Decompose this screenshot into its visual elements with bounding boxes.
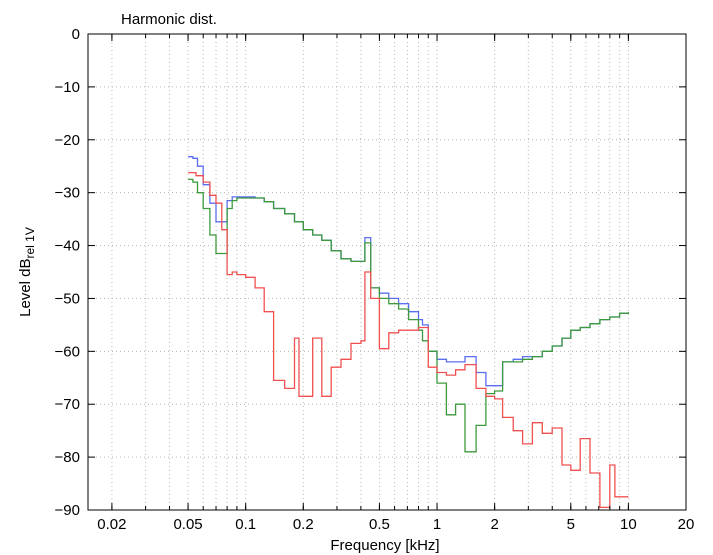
grid: [88, 34, 686, 510]
y-axis-label-main: Level dB: [17, 258, 34, 316]
y-tick-label: −20: [55, 132, 80, 149]
y-tick-label: −40: [55, 238, 80, 255]
x-tick-label: 2: [490, 516, 498, 533]
y-tick-label: −60: [55, 343, 80, 360]
y-tick-label: −90: [55, 502, 80, 519]
x-tick-label: 5: [567, 516, 575, 533]
y-tick-label: −50: [55, 290, 80, 307]
series-line-3: [188, 171, 629, 509]
x-tick-label: 0.2: [293, 516, 314, 533]
x-tick-label: 20: [678, 516, 695, 533]
series-line-2: [188, 178, 630, 453]
ticks: 0 −10 −20 −30 −40 −50 −60 −70 −80 −90 0.02 0.05 0.1 0…: [55, 26, 695, 533]
x-tick-label: 10: [620, 516, 637, 533]
chart-title: Harmonic dist.: [121, 11, 217, 28]
y-tick-label: −10: [55, 79, 80, 96]
x-tick-label: 0.02: [97, 516, 126, 533]
y-tick-label: 0: [72, 26, 80, 43]
y-axis-label-subscript: rel 1V: [23, 227, 37, 258]
x-axis-label: Frequency [kHz]: [330, 537, 439, 554]
y-tick-label: −80: [55, 449, 80, 466]
x-tick-label: 1: [433, 516, 441, 533]
y-tick-label: −30: [55, 185, 80, 202]
y-tick-label: −70: [55, 396, 80, 413]
x-tick-label: 0.05: [173, 516, 202, 533]
y-axis-label: Level dBrel 1V: [17, 227, 37, 317]
x-tick-label: 0.5: [369, 516, 390, 533]
series-layer: [188, 156, 630, 509]
plot-frame: [87, 33, 687, 511]
x-tick-label: 0.1: [235, 516, 256, 533]
